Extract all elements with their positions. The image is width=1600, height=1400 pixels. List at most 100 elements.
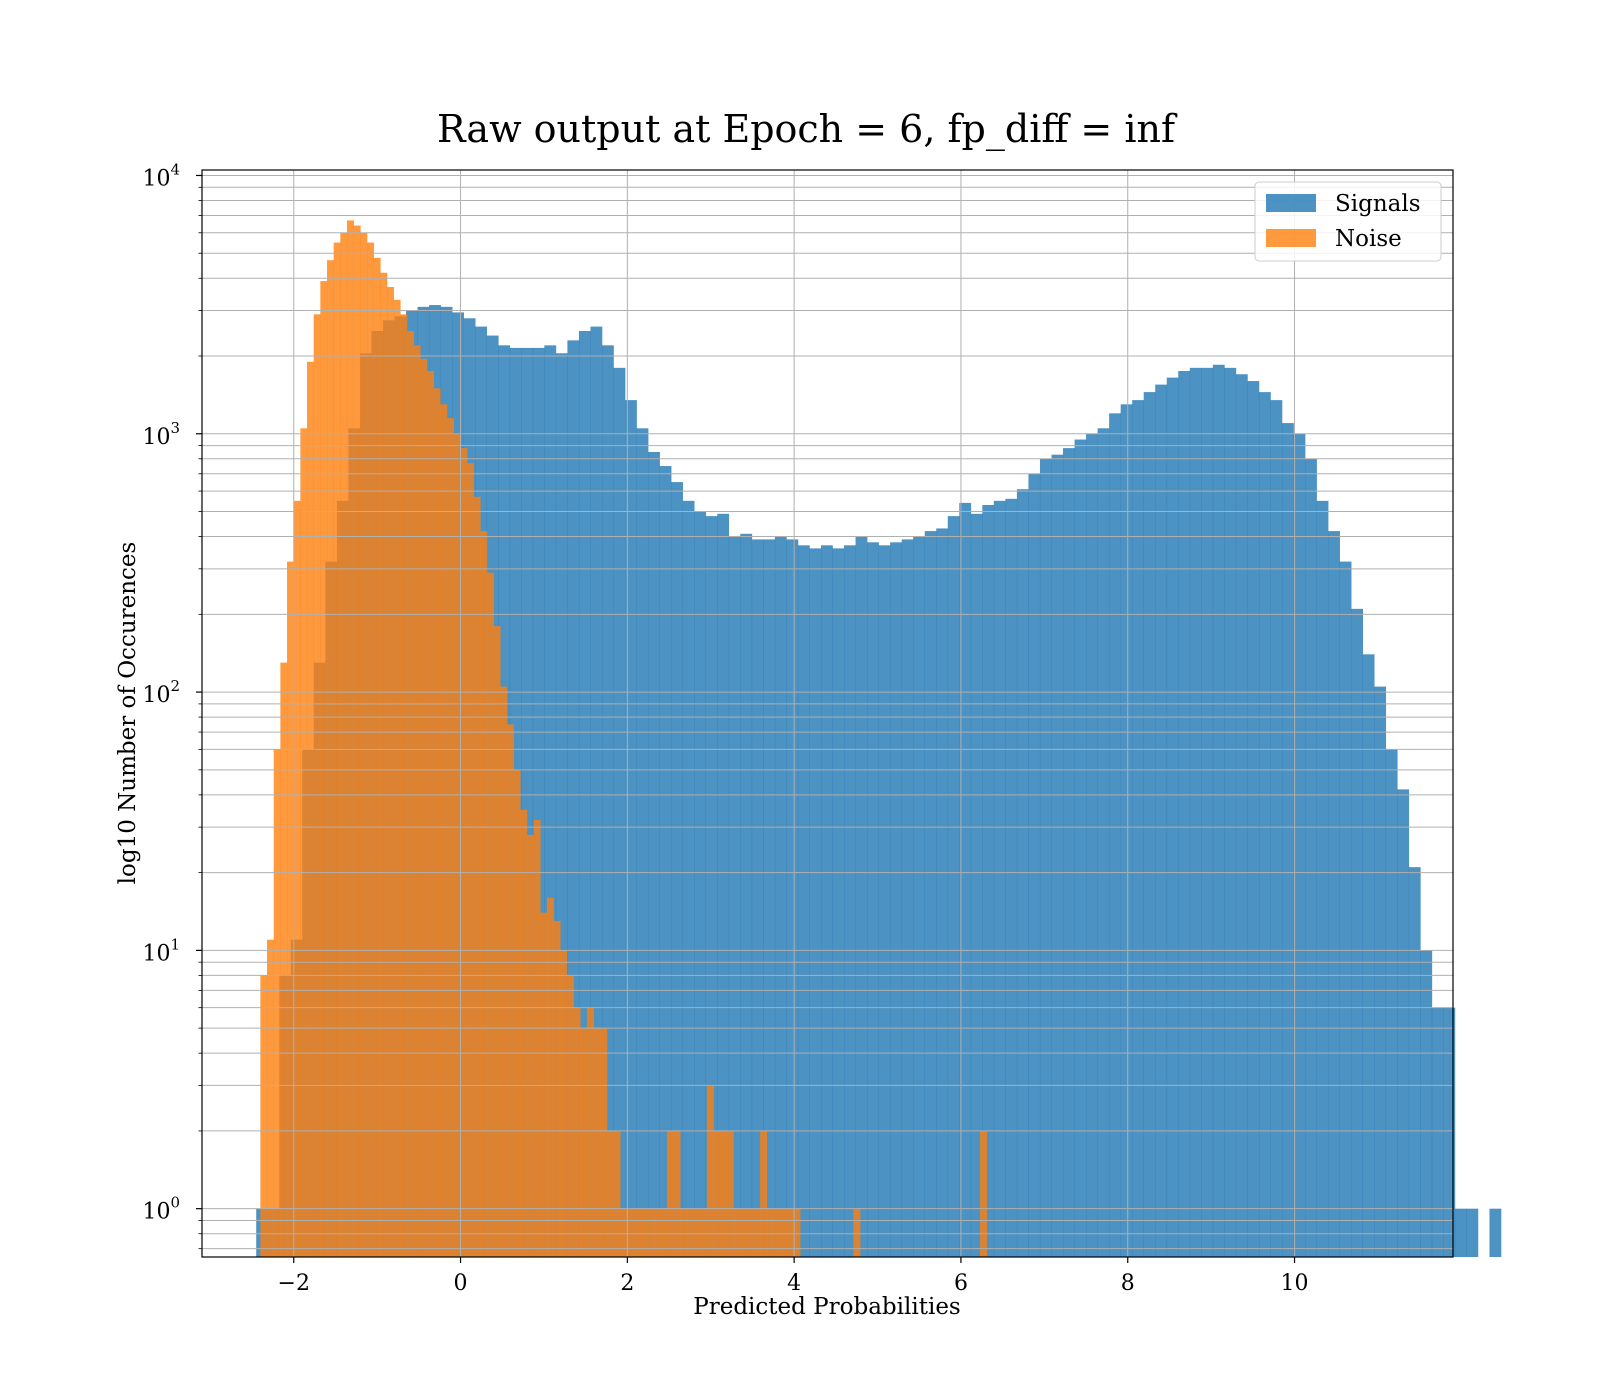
- signals-bar: [705, 516, 718, 1257]
- signals-bar: [717, 513, 730, 1257]
- signals-bar: [532, 347, 545, 1257]
- x-tick-label: 6: [954, 1271, 968, 1296]
- noise-bar: [760, 1130, 768, 1257]
- noise-bar: [706, 1085, 714, 1257]
- signals-bar: [601, 345, 614, 1258]
- signals-bar: [890, 542, 902, 1257]
- signals-bar: [1166, 377, 1179, 1258]
- signals-bar: [555, 353, 568, 1257]
- noise-bar: [400, 314, 408, 1258]
- signals-bar: [1282, 423, 1294, 1258]
- signals-bar: [590, 326, 603, 1258]
- noise-bar: [446, 418, 454, 1258]
- noise-bar: [386, 287, 394, 1257]
- signals-bar: [1454, 1208, 1467, 1257]
- signals-bar: [1431, 1007, 1444, 1257]
- signals-bar: [1063, 448, 1075, 1257]
- noise-bar: [493, 626, 501, 1257]
- signals-bar: [694, 511, 707, 1257]
- signals-bar: [740, 533, 753, 1257]
- noise-bar: [720, 1130, 728, 1257]
- noise-bar: [780, 1208, 788, 1257]
- signals-bar: [613, 367, 626, 1258]
- noise-bar: [620, 1208, 628, 1257]
- noise-bar: [673, 1130, 681, 1257]
- y-tick-label: 100: [142, 1194, 180, 1225]
- noise-bar: [666, 1130, 674, 1257]
- signals-bar: [1247, 381, 1260, 1257]
- noise-bar: [773, 1208, 781, 1257]
- signals-bar: [763, 539, 776, 1257]
- signals-bar: [1408, 867, 1421, 1257]
- noise-bar: [313, 314, 321, 1258]
- noise-bar: [553, 920, 561, 1257]
- signals-bar: [982, 504, 995, 1257]
- noise-bar: [373, 257, 381, 1257]
- noise-bar: [413, 345, 421, 1258]
- noise-bar: [733, 1208, 741, 1257]
- signals-bar: [1143, 392, 1156, 1258]
- signals-bar: [1212, 364, 1225, 1257]
- noise-bar: [593, 1028, 601, 1257]
- noise-bar: [566, 975, 574, 1257]
- noise-bar: [560, 950, 568, 1257]
- signals-bar: [1189, 367, 1202, 1258]
- noise-bar: [586, 1007, 594, 1257]
- x-tick-label: 10: [1281, 1271, 1309, 1296]
- noise-bar: [273, 749, 281, 1257]
- noise-bar: [267, 939, 274, 1257]
- noise-bar: [293, 500, 301, 1258]
- plot-frame: [201, 169, 1454, 1258]
- signals-bar: [1443, 1007, 1456, 1257]
- x-tick-label: −2: [278, 1271, 310, 1296]
- signals-bar: [1039, 458, 1052, 1257]
- signals-bar: [970, 513, 983, 1257]
- signals-bar: [809, 548, 822, 1257]
- noise-bar: [693, 1208, 701, 1257]
- signals-bar: [1074, 439, 1087, 1257]
- signals-bar: [867, 542, 879, 1257]
- noise-bar: [347, 220, 354, 1257]
- noise-bar: [520, 809, 528, 1257]
- signals-bar: [1097, 428, 1110, 1257]
- signals-bar: [1489, 1208, 1502, 1257]
- signals-bar: [1224, 367, 1237, 1258]
- legend-label-noise: Noise: [1335, 226, 1402, 252]
- noise-bar: [540, 912, 548, 1257]
- signals-bar: [1270, 400, 1283, 1257]
- signals-bar: [1132, 400, 1145, 1257]
- signals-bar: [1385, 749, 1398, 1257]
- noise-bar: [580, 1028, 588, 1257]
- signals-bar: [1466, 1208, 1479, 1257]
- signals-bar: [844, 545, 856, 1257]
- noise-bar: [393, 299, 401, 1258]
- gridlines: [202, 170, 1453, 1257]
- signals-bar: [832, 548, 845, 1257]
- signals-bar: [1420, 950, 1433, 1257]
- noise-bar: [327, 260, 334, 1257]
- noise-bar: [500, 686, 508, 1257]
- noise-bar: [680, 1208, 688, 1257]
- signals-bar: [728, 536, 741, 1257]
- noise-bar: [713, 1130, 721, 1257]
- noise-bar: [260, 975, 268, 1257]
- noise-bar: [613, 1130, 621, 1257]
- signals-bar: [924, 531, 937, 1257]
- signals-bar: [1051, 454, 1064, 1257]
- noise-bar: [320, 281, 328, 1258]
- noise-bar: [633, 1208, 641, 1257]
- noise-bar: [460, 448, 468, 1257]
- noise-bar: [626, 1208, 634, 1257]
- signals-bar: [1120, 404, 1133, 1258]
- signals-bar: [636, 428, 649, 1257]
- signals-bar: [682, 500, 695, 1258]
- x-tick-label: 2: [620, 1271, 634, 1296]
- signals-bar: [1362, 654, 1375, 1257]
- signals-bar: [751, 539, 764, 1257]
- signals-bar: [901, 539, 914, 1257]
- signals-bar: [774, 536, 787, 1257]
- signals-bar: [1155, 384, 1168, 1257]
- signals-bar: [521, 347, 534, 1257]
- y-tick-label: 104: [142, 160, 180, 191]
